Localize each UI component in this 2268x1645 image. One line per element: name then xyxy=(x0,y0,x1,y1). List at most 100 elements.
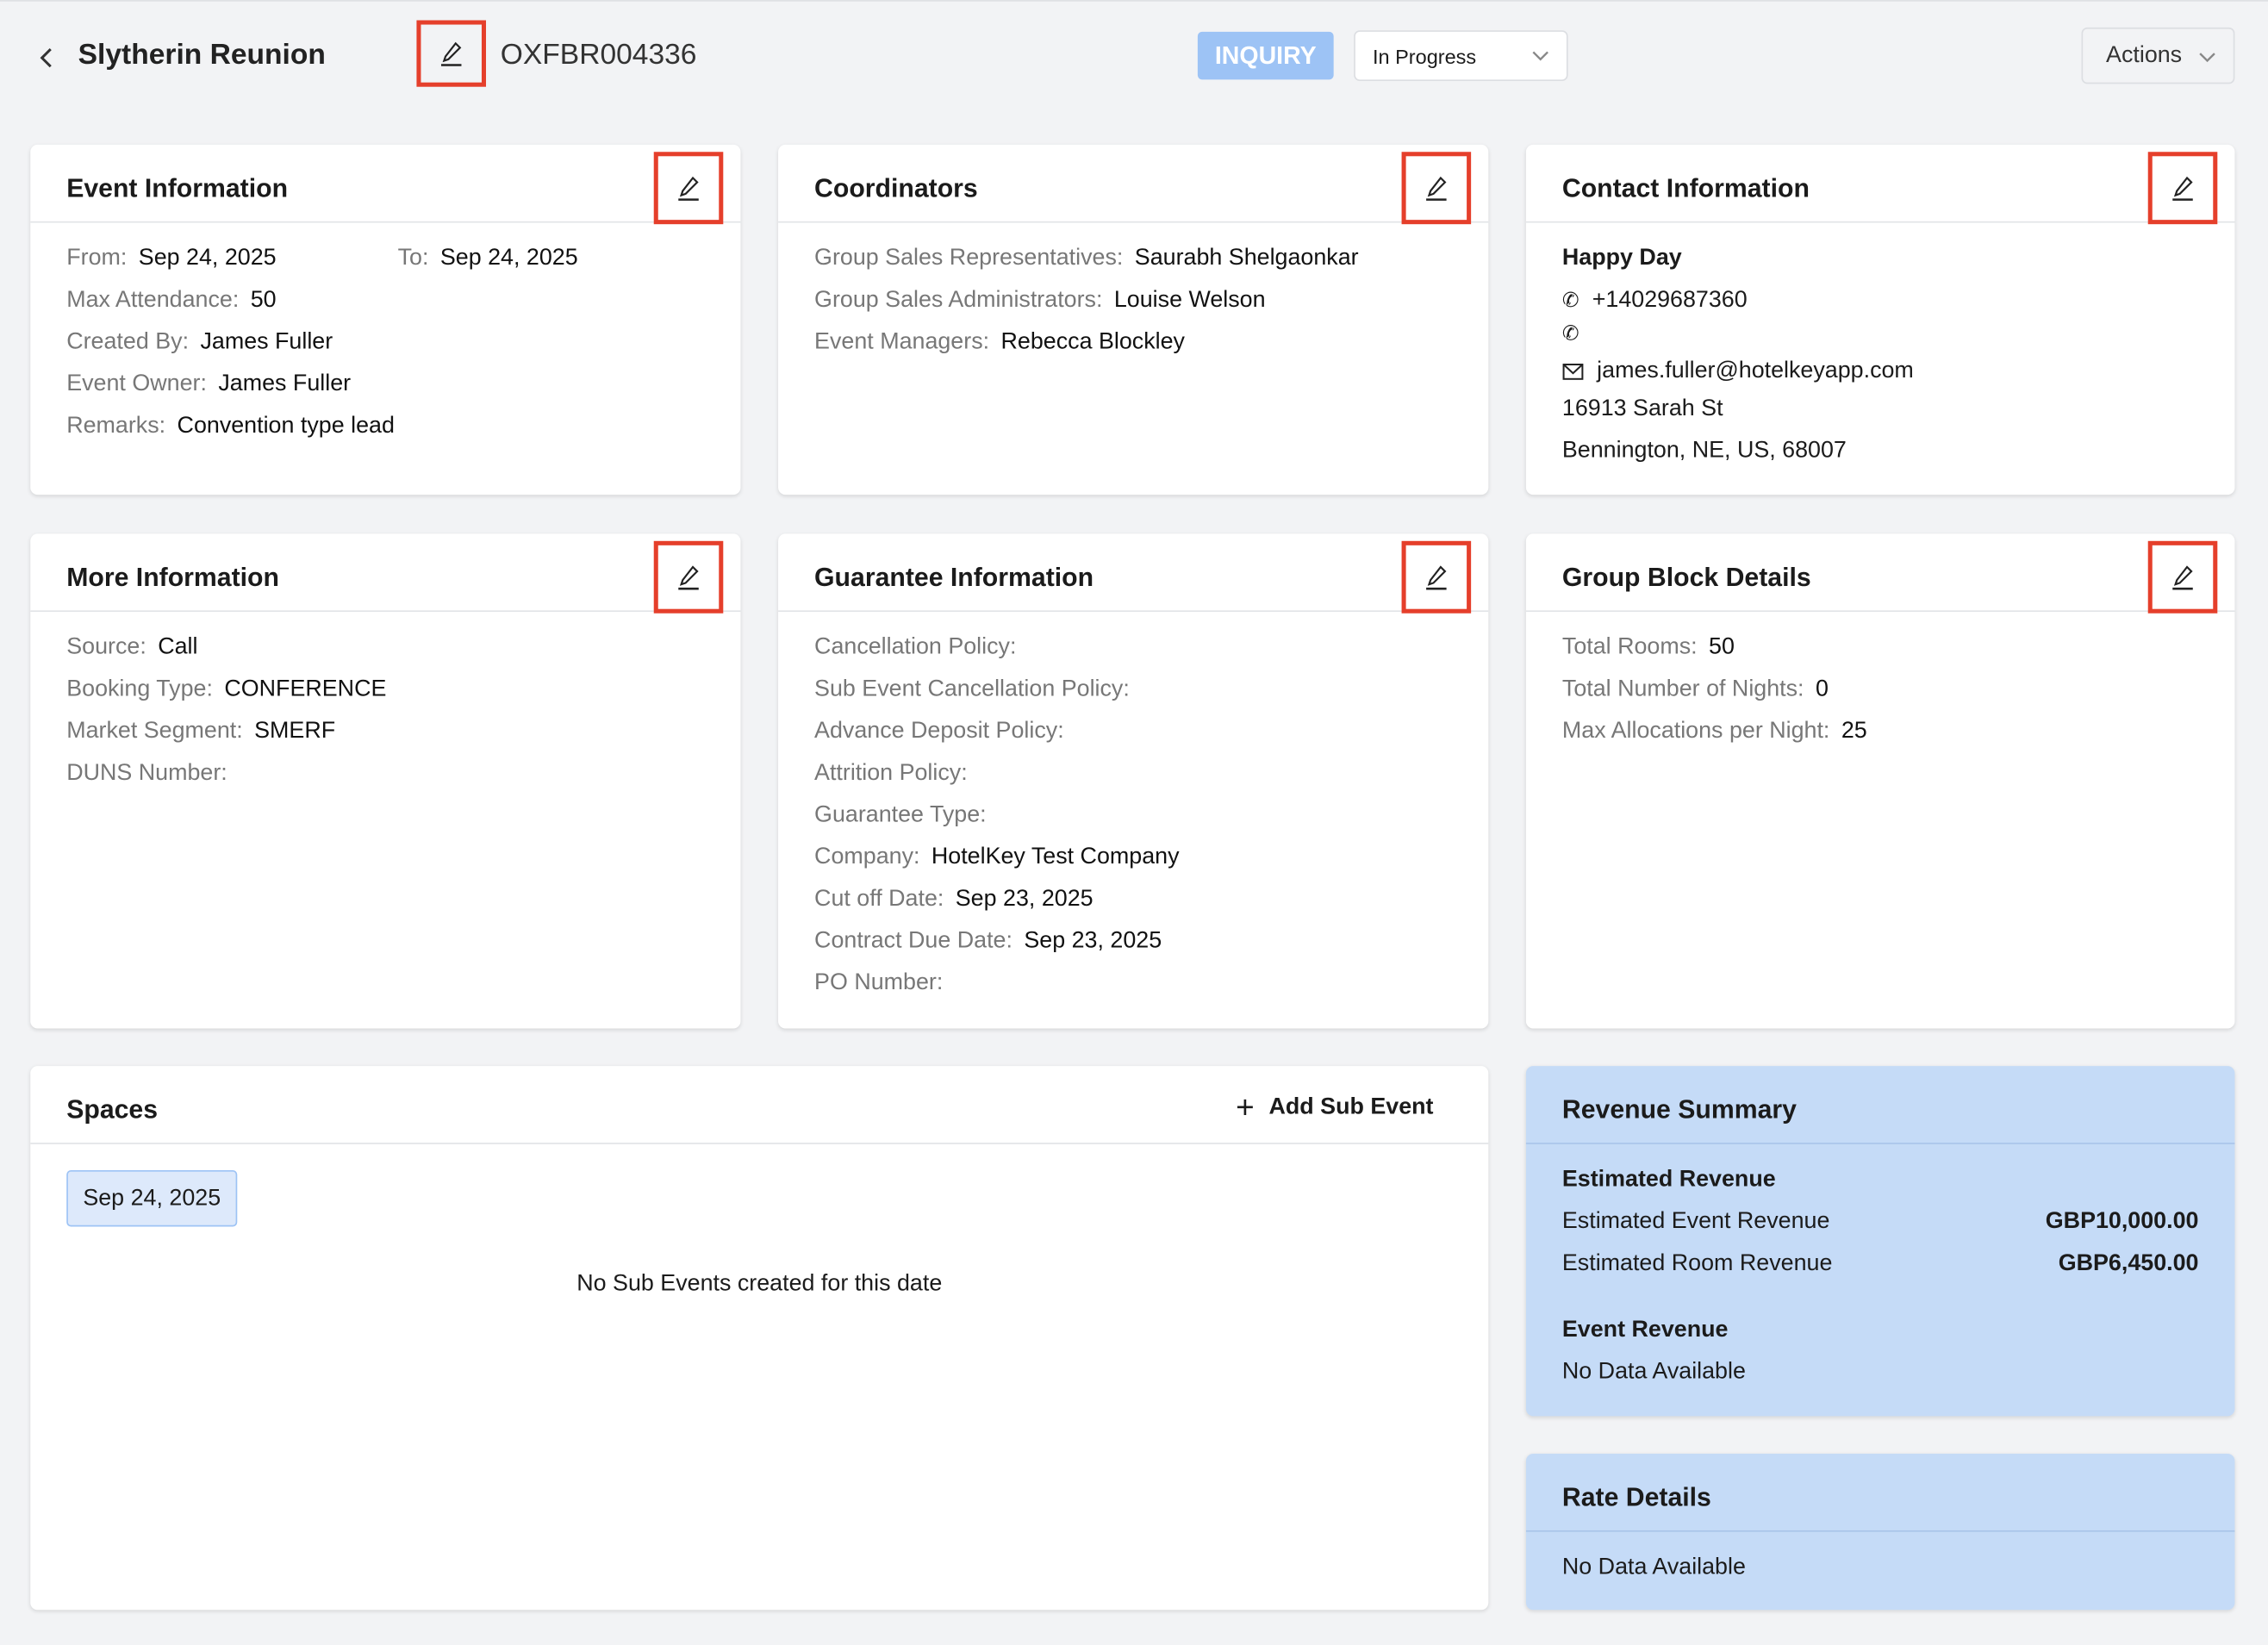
mail-icon xyxy=(1562,363,1584,379)
event-revenue-heading: Event Revenue xyxy=(1561,1318,1729,1343)
field-value: Convention type lead xyxy=(177,414,395,439)
field-value: Rebecca Blockley xyxy=(1000,329,1185,355)
field-value: Sep 23, 2025 xyxy=(955,886,1094,912)
to-label: To: xyxy=(397,246,429,271)
revenue-value: GBP6,450.00 xyxy=(2058,1250,2199,1276)
empty-message: No Sub Events created for this date xyxy=(576,1271,943,1297)
rate-details-card: Rate Details No Data Available xyxy=(1525,1453,2235,1611)
pencil-icon xyxy=(678,176,699,201)
edit-guarantee-button[interactable] xyxy=(1401,540,1472,614)
field-label: Total Number of Nights: xyxy=(1561,676,1804,702)
field-value: James Fuller xyxy=(200,329,333,355)
field-label: Source: xyxy=(66,634,146,660)
field-label: PO Number: xyxy=(814,970,944,995)
back-chevron-icon[interactable] xyxy=(36,45,57,71)
chevron-down-icon xyxy=(2199,53,2215,63)
field-value: Saurabh Shelgaonkar xyxy=(1134,246,1359,271)
chevron-down-icon xyxy=(1532,51,1548,61)
edit-title-button[interactable] xyxy=(416,20,487,87)
field-value: 25 xyxy=(1841,719,1867,744)
page-title: Slytherin Reunion xyxy=(78,39,326,72)
field-label: DUNS Number: xyxy=(66,760,227,786)
edit-more-info-button[interactable] xyxy=(653,540,724,614)
field-value: 50 xyxy=(250,288,277,313)
field-label: Max Allocations per Night: xyxy=(1561,719,1830,744)
to-value: Sep 24, 2025 xyxy=(439,246,578,271)
status-value: In Progress xyxy=(1372,44,1477,68)
card-title: Event Information xyxy=(66,173,289,203)
event-id: OXFBR004336 xyxy=(500,39,697,72)
card-title: Rate Details xyxy=(1561,1482,1711,1512)
event-information-card: Event Information From: Sep 24, 2025 To: S… xyxy=(30,144,741,495)
more-information-card: More Information Source: Call Booking Typ… xyxy=(30,533,741,1029)
field-value: SMERF xyxy=(254,719,336,744)
field-label: Company: xyxy=(814,844,920,869)
card-title: Contact Information xyxy=(1561,173,1810,203)
type-badge: INQUIRY xyxy=(1197,31,1334,80)
contact-information-card: Contact Information Happy Day ✆ +14029687… xyxy=(1525,144,2235,495)
revenue-label: Estimated Event Revenue xyxy=(1561,1209,1830,1234)
add-sub-event-button[interactable]: + Add Sub Event xyxy=(1236,1088,1434,1125)
edit-group-block-button[interactable] xyxy=(2147,540,2218,614)
field-value: James Fuller xyxy=(218,371,352,396)
edit-event-info-button[interactable] xyxy=(653,152,724,225)
address-line-1: 16913 Sarah St xyxy=(1561,396,1723,421)
field-value: Louise Welson xyxy=(1113,288,1266,313)
field-label: Total Rooms: xyxy=(1561,634,1698,660)
pencil-icon xyxy=(2172,176,2193,201)
event-revenue-empty: No Data Available xyxy=(1561,1359,1746,1385)
field-value: 50 xyxy=(1709,634,1735,660)
card-title: Revenue Summary xyxy=(1561,1094,1797,1125)
field-value: Call xyxy=(158,634,198,660)
address-line-2: Bennington, NE, US, 68007 xyxy=(1561,438,1847,464)
from-label: From: xyxy=(66,246,128,271)
guarantee-information-card: Guarantee Information Cancellation Polic… xyxy=(778,533,1489,1029)
phone-icon: ✆ xyxy=(1561,288,1580,311)
revenue-summary-card: Revenue Summary Estimated Revenue Estima… xyxy=(1525,1066,2235,1417)
pencil-icon xyxy=(2172,565,2193,590)
pencil-icon xyxy=(1426,565,1447,590)
field-label: Guarantee Type: xyxy=(814,802,987,828)
coordinators-card: Coordinators Group Sales Representatives… xyxy=(778,144,1489,495)
field-label: Event Owner: xyxy=(66,371,207,396)
edit-coordinators-button[interactable] xyxy=(1401,152,1472,225)
rate-empty: No Data Available xyxy=(1561,1555,1746,1580)
contact-email: james.fuller@hotelkeyapp.com xyxy=(1597,358,1914,383)
field-label: Group Sales Administrators: xyxy=(814,288,1103,313)
field-label: Event Managers: xyxy=(814,329,990,355)
phone-icon: ✆ xyxy=(1561,321,1580,345)
field-label: Market Segment: xyxy=(66,719,243,744)
card-title: Group Block Details xyxy=(1561,562,1811,592)
plus-icon: + xyxy=(1236,1088,1255,1125)
field-value: 0 xyxy=(1815,676,1829,702)
contact-phone: +14029687360 xyxy=(1592,287,1748,312)
date-chip[interactable]: Sep 24, 2025 xyxy=(66,1169,238,1227)
revenue-value: GBP10,000.00 xyxy=(2045,1209,2199,1234)
field-label: Remarks: xyxy=(66,414,166,439)
card-title: Guarantee Information xyxy=(814,562,1094,592)
card-title: Spaces xyxy=(66,1094,159,1125)
pencil-icon xyxy=(440,41,462,66)
field-label: Sub Event Cancellation Policy: xyxy=(814,676,1130,702)
spaces-card: Spaces + Add Sub Event Sep 24, 2025 No S… xyxy=(30,1066,1489,1611)
status-select[interactable]: In Progress xyxy=(1354,30,1568,82)
field-label: Group Sales Representatives: xyxy=(814,246,1124,271)
revenue-label: Estimated Room Revenue xyxy=(1561,1250,1833,1276)
card-title: More Information xyxy=(66,562,279,592)
pencil-icon xyxy=(1426,176,1447,201)
field-label: Contract Due Date: xyxy=(814,928,1012,954)
field-label: Created By: xyxy=(66,329,190,355)
add-sub-event-label: Add Sub Event xyxy=(1268,1094,1434,1120)
field-label: Advance Deposit Policy: xyxy=(814,719,1064,744)
edit-contact-button[interactable] xyxy=(2147,152,2218,225)
card-title: Coordinators xyxy=(814,173,978,203)
field-label: Max Attendance: xyxy=(66,288,240,313)
estimated-revenue-heading: Estimated Revenue xyxy=(1561,1167,1776,1193)
field-value: Sep 23, 2025 xyxy=(1024,928,1162,954)
field-value: HotelKey Test Company xyxy=(931,844,1180,869)
contact-name: Happy Day xyxy=(1561,246,1682,271)
field-label: Cancellation Policy: xyxy=(814,634,1017,660)
actions-button[interactable]: Actions xyxy=(2081,27,2235,84)
group-block-card: Group Block Details Total Rooms: 50 Total… xyxy=(1525,533,2235,1029)
field-label: Booking Type: xyxy=(66,676,213,702)
